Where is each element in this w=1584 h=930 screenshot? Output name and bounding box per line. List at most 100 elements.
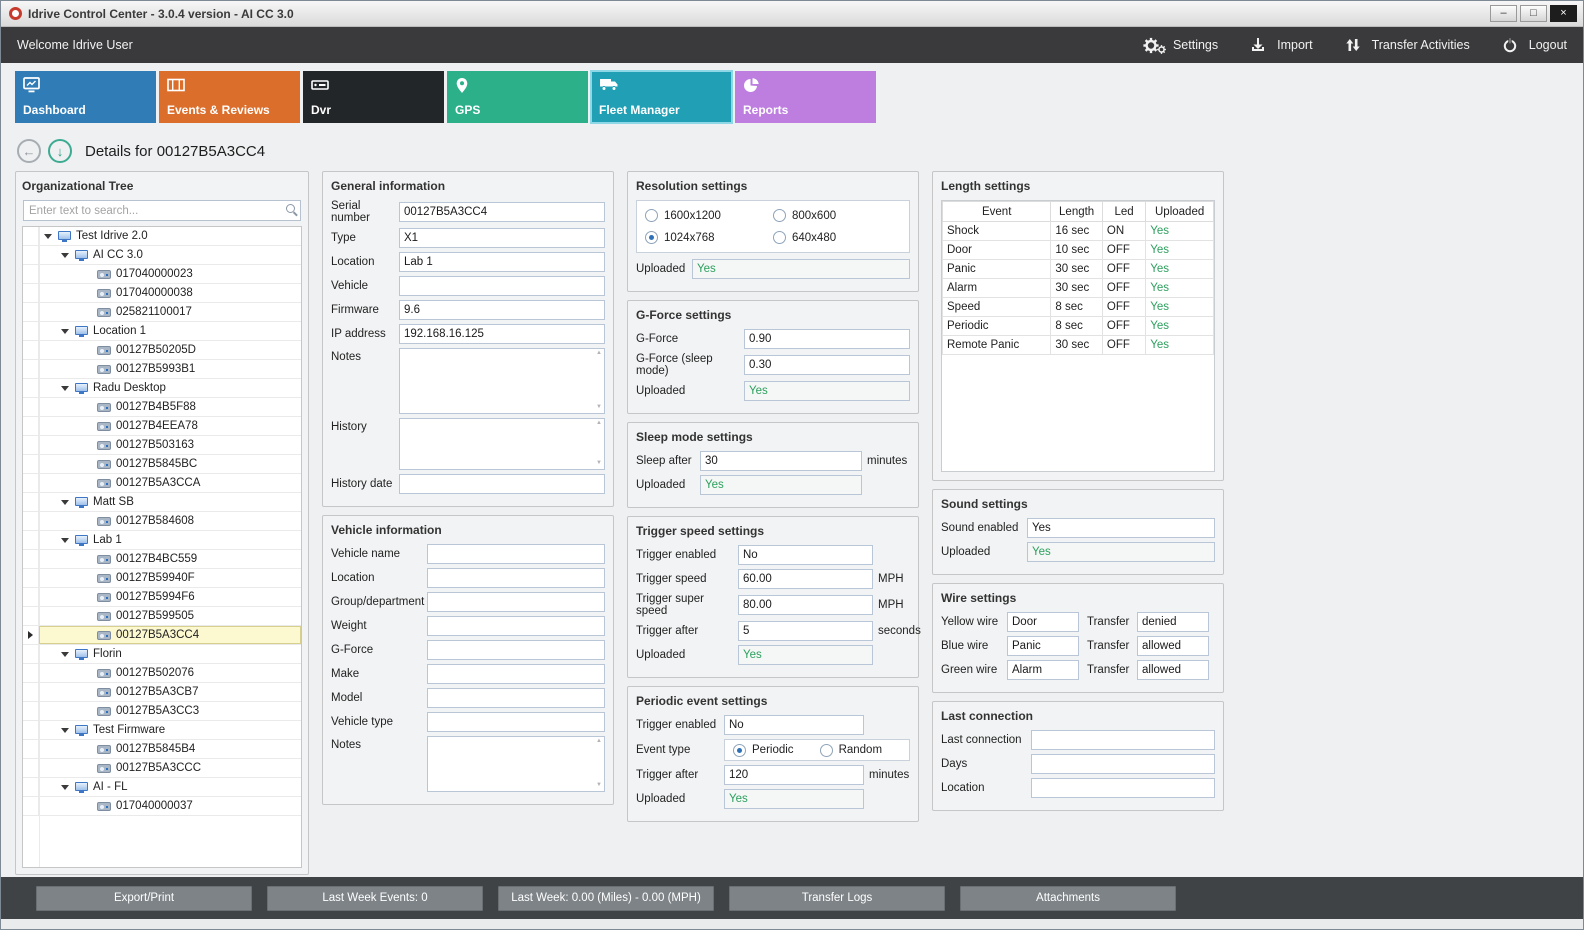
field-input[interactable] xyxy=(738,621,873,641)
length-table-row[interactable]: Panic 30 sec OFF Yes xyxy=(942,259,1214,279)
wire-transfer-input[interactable] xyxy=(1137,660,1209,680)
download-button[interactable] xyxy=(48,139,72,163)
field-textarea[interactable] xyxy=(427,736,605,792)
maximize-button[interactable]: □ xyxy=(1520,5,1547,22)
tree-row[interactable]: 017040000023 xyxy=(23,265,301,284)
field-input[interactable] xyxy=(399,276,605,296)
tree-row[interactable]: Test Firmware xyxy=(23,721,301,740)
wire-event-input[interactable] xyxy=(1007,612,1079,632)
length-table-row[interactable]: Periodic 8 sec OFF Yes xyxy=(942,316,1214,336)
field-input[interactable] xyxy=(399,228,605,248)
field-input[interactable] xyxy=(427,712,605,732)
radio-option[interactable]: 1024x768 xyxy=(645,231,773,244)
field-input[interactable] xyxy=(1031,778,1215,798)
radio-option[interactable]: 1600x1200 xyxy=(645,209,773,222)
tree-row[interactable]: 00127B584608 xyxy=(23,512,301,531)
field-textarea[interactable] xyxy=(399,418,605,470)
tree-row[interactable]: 00127B4B5F88 xyxy=(23,398,301,417)
tree-row[interactable]: 00127B502076 xyxy=(23,664,301,683)
close-button[interactable]: × xyxy=(1550,5,1577,22)
field-input[interactable] xyxy=(724,715,864,735)
tree-row[interactable]: 00127B59940F xyxy=(23,569,301,588)
tree-row[interactable]: AI - FL xyxy=(23,778,301,797)
field-input[interactable] xyxy=(427,640,605,660)
tree-expand-arrow-icon[interactable] xyxy=(61,327,70,336)
tab-tile[interactable]: Dvr xyxy=(303,71,444,123)
toolbar-action[interactable]: Transfer Activities xyxy=(1341,36,1470,54)
field-input[interactable] xyxy=(399,202,605,222)
tree-expand-arrow-icon[interactable] xyxy=(61,783,70,792)
field-input[interactable] xyxy=(744,329,910,349)
radio-option[interactable]: 800x600 xyxy=(773,209,901,222)
tree-row[interactable]: Florin xyxy=(23,645,301,664)
field-input[interactable] xyxy=(1031,754,1215,774)
tab-tile[interactable]: Dashboard xyxy=(15,71,156,123)
length-table-row[interactable]: Remote Panic 30 sec OFF Yes xyxy=(942,335,1214,355)
footer-button[interactable]: Attachments xyxy=(960,885,1176,911)
tab-tile[interactable]: Events & Reviews xyxy=(159,71,300,123)
tree-row[interactable]: 00127B5A3CC3 xyxy=(23,702,301,721)
tree-row[interactable]: 00127B4BC559 xyxy=(23,550,301,569)
field-input[interactable] xyxy=(744,355,910,375)
tree-row[interactable]: Test Idrive 2.0 xyxy=(23,227,301,246)
tree-row[interactable]: Lab 1 xyxy=(23,531,301,550)
field-input[interactable] xyxy=(738,595,873,615)
field-input[interactable] xyxy=(427,544,605,564)
tree-row[interactable]: 025821100017 xyxy=(23,303,301,322)
footer-button[interactable]: Transfer Logs xyxy=(729,885,945,911)
radio-option[interactable]: 640x480 xyxy=(773,231,901,244)
field-input[interactable] xyxy=(399,300,605,320)
length-table-row[interactable]: Door 10 sec OFF Yes xyxy=(942,240,1214,260)
field-input[interactable] xyxy=(427,688,605,708)
tree-search-input[interactable] xyxy=(23,200,301,221)
tree-expand-arrow-icon[interactable] xyxy=(61,384,70,393)
tree-expand-arrow-icon[interactable] xyxy=(61,726,70,735)
tree-expand-arrow-icon[interactable] xyxy=(61,650,70,659)
field-input[interactable] xyxy=(724,789,864,809)
field-input[interactable] xyxy=(724,765,864,785)
field-input[interactable] xyxy=(427,592,605,612)
field-input[interactable] xyxy=(427,664,605,684)
field-input[interactable] xyxy=(1031,730,1215,750)
tree-row[interactable]: 017040000038 xyxy=(23,284,301,303)
field-input[interactable] xyxy=(700,451,862,471)
field-input[interactable] xyxy=(1027,518,1215,538)
tree-row[interactable]: Matt SB xyxy=(23,493,301,512)
field-input[interactable] xyxy=(399,474,605,494)
field-input[interactable] xyxy=(744,381,910,401)
back-button[interactable] xyxy=(17,139,41,163)
tree-row[interactable]: AI CC 3.0 xyxy=(23,246,301,265)
length-table-row[interactable]: Shock 16 sec ON Yes xyxy=(942,221,1214,241)
length-table-row[interactable]: Alarm 30 sec OFF Yes xyxy=(942,278,1214,298)
field-input[interactable] xyxy=(427,616,605,636)
wire-event-input[interactable] xyxy=(1007,636,1079,656)
tree-expand-arrow-icon[interactable] xyxy=(61,536,70,545)
tree-row[interactable]: 00127B5845B4 xyxy=(23,740,301,759)
footer-button[interactable]: Last Week Events: 0 xyxy=(267,885,483,911)
field-input[interactable] xyxy=(399,324,605,344)
field-input[interactable] xyxy=(738,545,873,565)
tree-row[interactable]: 00127B5994F6 xyxy=(23,588,301,607)
search-icon[interactable] xyxy=(286,204,295,213)
toolbar-action[interactable]: Import xyxy=(1246,36,1313,54)
footer-button[interactable]: Last Week: 0.00 (Miles) - 0.00 (MPH) xyxy=(498,885,714,911)
tree-expand-arrow-icon[interactable] xyxy=(61,251,70,260)
tree-row[interactable]: 00127B5A3CC4 xyxy=(23,626,301,645)
tree-row[interactable]: 00127B50205D xyxy=(23,341,301,360)
field-input[interactable] xyxy=(1027,542,1215,562)
tree-row[interactable]: Radu Desktop xyxy=(23,379,301,398)
tree-row[interactable]: 00127B503163 xyxy=(23,436,301,455)
field-input[interactable] xyxy=(692,259,910,279)
tree-row[interactable]: 00127B5A3CCC xyxy=(23,759,301,778)
tree-row[interactable]: 00127B5A3CCA xyxy=(23,474,301,493)
tree-row[interactable]: 00127B4EEA78 xyxy=(23,417,301,436)
toolbar-action[interactable]: Settings xyxy=(1142,36,1218,54)
field-textarea[interactable] xyxy=(399,348,605,414)
tree-row[interactable]: 017040000037 xyxy=(23,797,301,816)
field-input[interactable] xyxy=(399,252,605,272)
radio-option[interactable]: Periodic xyxy=(733,743,794,757)
tab-tile[interactable]: Fleet Manager xyxy=(590,70,733,124)
field-input[interactable] xyxy=(700,475,862,495)
field-input[interactable] xyxy=(738,569,873,589)
tree-expand-arrow-icon[interactable] xyxy=(61,498,70,507)
